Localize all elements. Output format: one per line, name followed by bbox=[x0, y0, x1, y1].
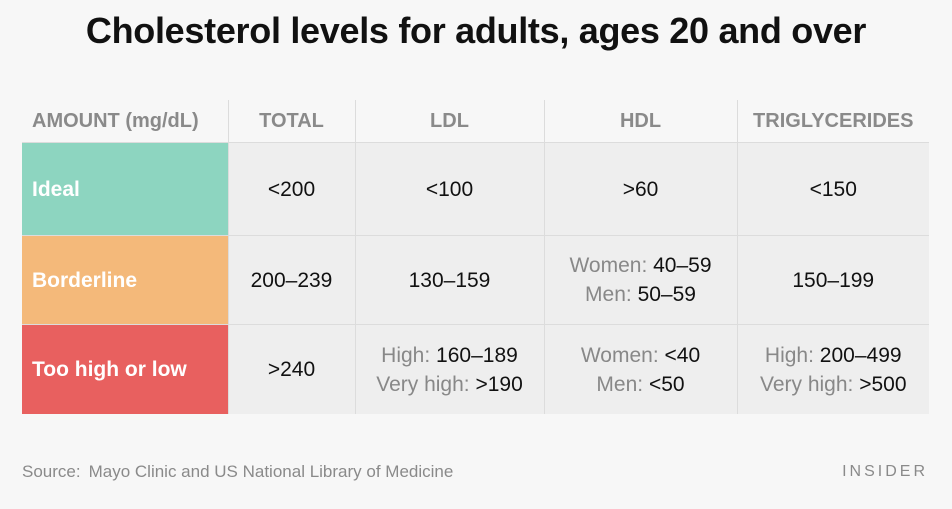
cell-line-label: Women: bbox=[569, 254, 648, 277]
cell-borderline-total: 200–239 bbox=[227, 235, 355, 325]
cell-line-value: <50 bbox=[648, 372, 685, 396]
insider-logo: INSIDER bbox=[842, 463, 928, 480]
cell-line-label: High: bbox=[764, 343, 814, 367]
cell-line-label: High: bbox=[381, 343, 431, 367]
cell-line-label: Very high: bbox=[759, 372, 854, 396]
cell-line-value: 130–159 bbox=[408, 268, 491, 292]
cell-line: Very high: >500 bbox=[738, 370, 930, 399]
cell-borderline-hdl: Women: 40–59 Men: 50–59 bbox=[543, 235, 737, 325]
cell-line: <200 bbox=[229, 175, 355, 204]
cell-line-value: <40 bbox=[664, 343, 701, 367]
cell-line: 200–239 bbox=[229, 266, 355, 295]
cell-ideal-total: <200 bbox=[227, 142, 355, 236]
header-row: AMOUNT (mg/dL) TOTAL LDL HDL TRIGLYCERID… bbox=[22, 100, 929, 143]
cell-line-value: 200–239 bbox=[250, 268, 333, 292]
cell-line-value: 200–499 bbox=[819, 343, 902, 367]
cell-ideal-ldl: <100 bbox=[354, 142, 544, 236]
table-row-ideal: Ideal <200 <100 >60 <150 bbox=[22, 142, 930, 236]
cell-line: Men: <50 bbox=[545, 370, 737, 399]
cell-too-high-or-low-total: >240 bbox=[227, 324, 355, 414]
cell-line-value: <100 bbox=[425, 177, 474, 201]
cell-ideal-triglycerides: <150 bbox=[736, 142, 930, 236]
cell-line-value: >190 bbox=[475, 372, 523, 396]
cell-line: >60 bbox=[545, 175, 737, 204]
cell-line: >240 bbox=[229, 355, 355, 384]
cell-line-label: Very high: bbox=[376, 372, 470, 396]
cell-line: High: 200–499 bbox=[738, 341, 930, 370]
cholesterol-table: AMOUNT (mg/dL) TOTAL LDL HDL TRIGLYCERID… bbox=[22, 100, 929, 414]
column-header-amount: AMOUNT (mg/dL) bbox=[22, 100, 228, 143]
cell-too-high-or-low-hdl: Women: <40 Men: <50 bbox=[543, 324, 737, 414]
cell-line-value: <200 bbox=[267, 177, 316, 201]
cell-line-label: Men: bbox=[596, 372, 644, 396]
cell-line: High: 160–189 bbox=[356, 341, 544, 370]
cell-line-value: <150 bbox=[809, 177, 857, 201]
row-label-ideal: Ideal bbox=[22, 142, 228, 236]
cell-line: <150 bbox=[738, 175, 930, 204]
source-text: Mayo Clinic and US National Library of M… bbox=[88, 462, 454, 481]
cell-line: Men: 50–59 bbox=[545, 280, 737, 309]
row-label-borderline: Borderline bbox=[22, 235, 228, 325]
column-header-ldl: LDL bbox=[354, 100, 544, 143]
chart-title: Cholesterol levels for adults, ages 20 a… bbox=[85, 10, 867, 51]
cell-too-high-or-low-ldl: High: 160–189 Very high: >190 bbox=[354, 324, 544, 414]
source-label: Source: bbox=[22, 462, 81, 481]
cell-line: 130–159 bbox=[356, 266, 544, 295]
cell-line-value: >240 bbox=[267, 358, 316, 381]
cell-ideal-hdl: >60 bbox=[543, 142, 737, 236]
cell-line: Women: 40–59 bbox=[545, 251, 737, 280]
column-header-hdl: HDL bbox=[543, 100, 737, 143]
cell-line: Women: <40 bbox=[545, 341, 737, 370]
source-note: Source: Mayo Clinic and US National Libra… bbox=[22, 462, 453, 482]
table-row-borderline: Borderline 200–239 130–159 Women: 40–59 Men:… bbox=[22, 235, 930, 325]
cell-line: 150–199 bbox=[738, 266, 930, 295]
cell-line-value: 160–189 bbox=[436, 343, 518, 367]
cell-too-high-or-low-triglycerides: High: 200–499 Very high: >500 bbox=[736, 324, 930, 414]
cell-borderline-ldl: 130–159 bbox=[354, 235, 544, 325]
cell-line-label: Men: bbox=[585, 283, 632, 306]
cell-line-value: 150–199 bbox=[792, 268, 875, 292]
column-header-total: TOTAL bbox=[227, 100, 355, 143]
cell-line-value: >60 bbox=[622, 177, 659, 201]
cell-line: <100 bbox=[356, 175, 544, 204]
column-header-triglycerides: TRIGLYCERIDES bbox=[736, 100, 929, 143]
row-label-too-high-or-low: Too high or low bbox=[22, 324, 228, 414]
cell-borderline-triglycerides: 150–199 bbox=[736, 235, 930, 325]
table-row-too-high-or-low: Too high or low >240 High: 160–189 Very hig… bbox=[22, 324, 930, 414]
cell-line-label: Women: bbox=[580, 343, 659, 367]
cell-line-value: 40–59 bbox=[653, 254, 712, 277]
cell-line-value: >500 bbox=[859, 372, 907, 396]
cell-line-value: 50–59 bbox=[637, 283, 696, 306]
cell-line: Very high: >190 bbox=[356, 370, 544, 399]
